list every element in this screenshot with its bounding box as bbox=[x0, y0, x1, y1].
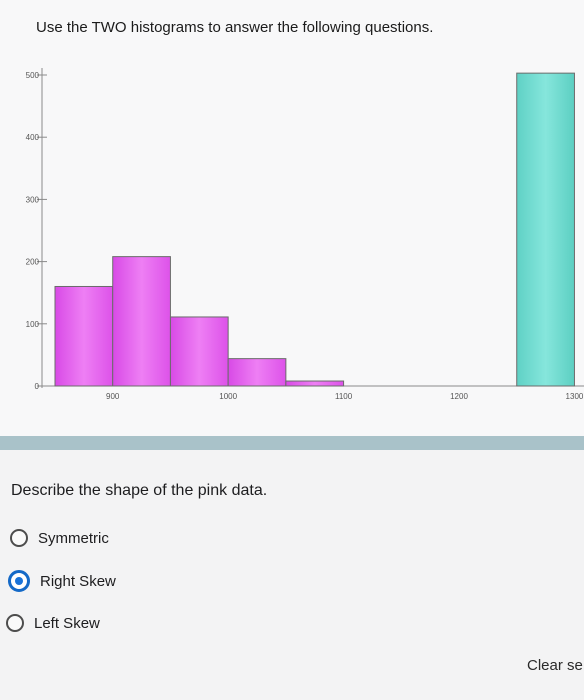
option-left-skew[interactable]: Left Skew bbox=[6, 614, 100, 632]
instructions-text: Use the TWO histograms to answer the fol… bbox=[36, 19, 434, 36]
pink-bar-0 bbox=[54, 285, 114, 387]
teal-bar-0 bbox=[516, 72, 575, 387]
section-divider bbox=[0, 436, 584, 450]
option-symmetric[interactable]: Symmetric bbox=[10, 529, 109, 547]
option-right-skew-label: Right Skew bbox=[40, 572, 116, 590]
x-tick-label-1100: 1100 bbox=[335, 392, 353, 401]
y-tick-label-0: 0 bbox=[35, 382, 40, 391]
x-tick-label-1200: 1200 bbox=[450, 392, 468, 401]
option-right-skew[interactable]: Right Skew bbox=[8, 570, 116, 592]
question-text: Describe the shape of the pink data. bbox=[11, 482, 268, 499]
x-tick-label-900: 900 bbox=[106, 392, 120, 401]
y-tick-label-300: 300 bbox=[26, 195, 40, 204]
radio-right-skew[interactable] bbox=[8, 570, 30, 592]
pink-bar-4 bbox=[285, 380, 345, 387]
clear-selection-link[interactable]: Clear se bbox=[527, 657, 583, 674]
pink-bar-2 bbox=[169, 316, 229, 387]
x-tick-label-1000: 1000 bbox=[219, 392, 237, 401]
pink-bar-1 bbox=[112, 256, 171, 387]
option-symmetric-label: Symmetric bbox=[38, 529, 109, 547]
y-tick-label-500: 500 bbox=[26, 71, 40, 80]
y-tick-label-200: 200 bbox=[26, 258, 40, 267]
radio-left-skew[interactable] bbox=[6, 614, 24, 632]
y-tick-label-400: 400 bbox=[26, 133, 40, 142]
histograms-chart: 0 100 200 300 400 500 900 1000 1100 1200 1300 bbox=[26, 68, 584, 401]
radio-symmetric[interactable] bbox=[10, 529, 28, 547]
y-tick-label-100: 100 bbox=[26, 320, 40, 329]
question-panel bbox=[0, 450, 584, 700]
option-left-skew-label: Left Skew bbox=[34, 614, 100, 632]
histograms-svg: 0 100 200 300 400 500 900 1000 1100 1200 1300 bbox=[26, 68, 584, 401]
pink-bar-3 bbox=[227, 358, 287, 387]
x-tick-label-1300: 1300 bbox=[566, 392, 584, 401]
